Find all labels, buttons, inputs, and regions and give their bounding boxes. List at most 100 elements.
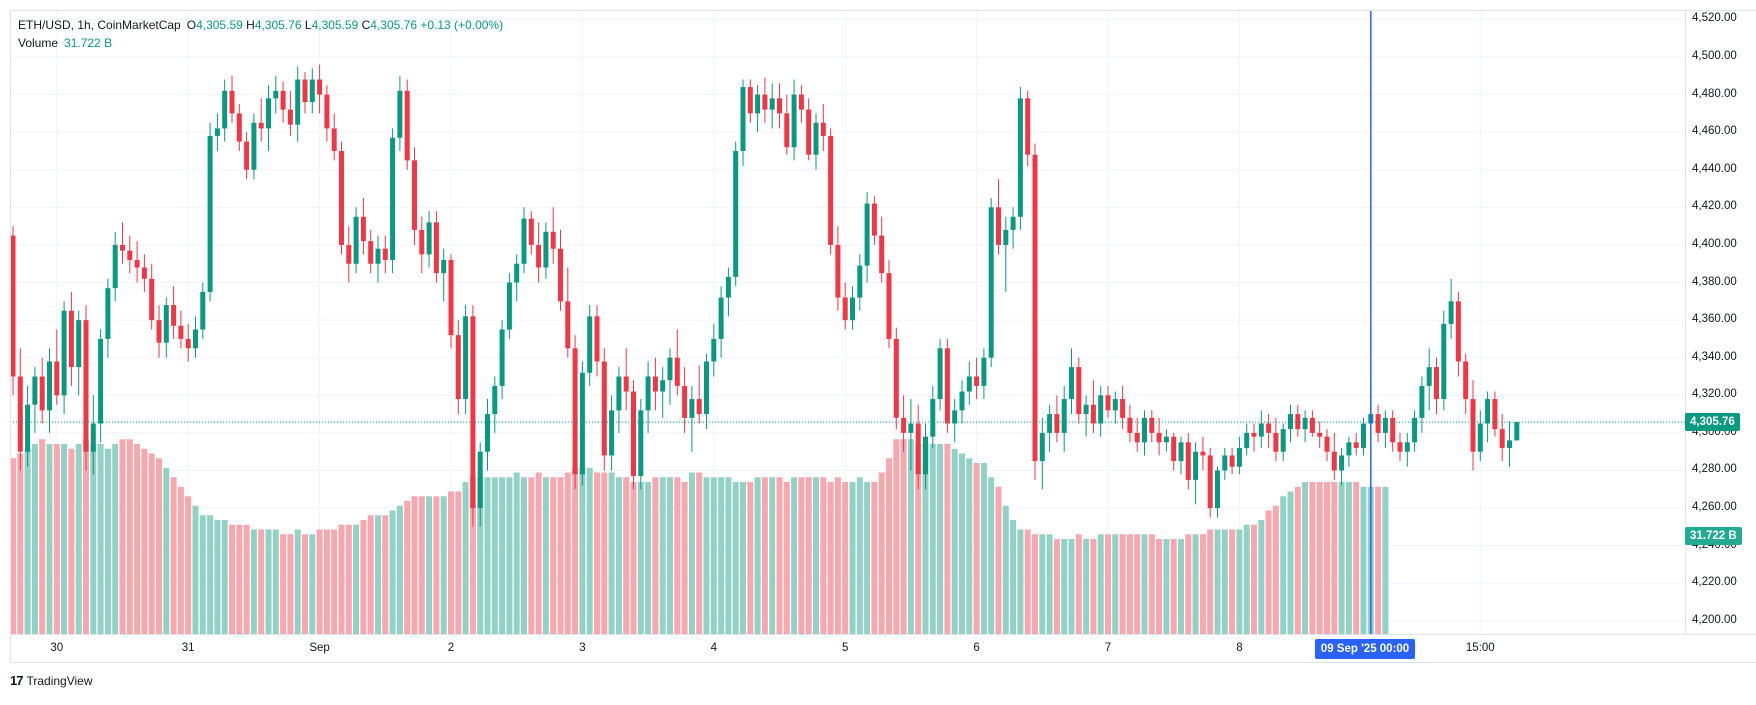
candle[interactable] <box>609 395 615 471</box>
candle[interactable] <box>1098 385 1104 437</box>
candle[interactable] <box>1047 404 1053 452</box>
candle[interactable] <box>893 327 899 430</box>
candle[interactable] <box>1309 410 1315 437</box>
candle[interactable] <box>601 348 607 471</box>
candle[interactable] <box>674 329 680 396</box>
candle[interactable] <box>375 235 381 283</box>
candle[interactable] <box>229 75 235 123</box>
candle[interactable] <box>25 385 31 467</box>
candle[interactable] <box>1288 404 1293 443</box>
candle[interactable] <box>1163 429 1169 452</box>
candle[interactable] <box>974 357 980 400</box>
candle[interactable] <box>17 348 23 471</box>
candle[interactable] <box>1156 417 1162 456</box>
candle[interactable] <box>280 81 286 123</box>
candle[interactable] <box>842 282 848 330</box>
candle[interactable] <box>266 85 271 151</box>
candle[interactable] <box>1441 310 1447 411</box>
candle[interactable] <box>171 286 177 339</box>
candle[interactable] <box>923 423 928 490</box>
candle[interactable] <box>565 267 571 358</box>
candle[interactable] <box>1455 291 1461 377</box>
candle[interactable] <box>309 68 315 114</box>
candle[interactable] <box>1215 466 1220 518</box>
candle[interactable] <box>711 323 717 377</box>
candle[interactable] <box>1273 417 1279 462</box>
candle[interactable] <box>572 335 578 490</box>
candle[interactable] <box>1346 436 1352 467</box>
candle[interactable] <box>1134 417 1140 452</box>
candle[interactable] <box>1419 376 1425 433</box>
candle[interactable] <box>1317 421 1323 448</box>
candle[interactable] <box>1499 414 1505 462</box>
candle[interactable] <box>368 229 374 274</box>
candle[interactable] <box>1010 207 1016 249</box>
candle[interactable] <box>149 263 155 330</box>
candle[interactable] <box>1120 385 1126 430</box>
candle[interactable] <box>528 211 534 255</box>
candle[interactable] <box>747 79 753 123</box>
candle[interactable] <box>1083 395 1089 437</box>
candle[interactable] <box>1382 410 1388 448</box>
candle[interactable] <box>864 192 870 283</box>
candle[interactable] <box>39 357 45 424</box>
candle[interactable] <box>1339 447 1345 486</box>
candle[interactable] <box>499 320 505 400</box>
candle[interactable] <box>302 72 308 114</box>
candle[interactable] <box>382 235 388 274</box>
candle[interactable] <box>579 361 585 486</box>
candle[interactable] <box>966 361 972 405</box>
candle[interactable] <box>127 235 133 274</box>
candle[interactable] <box>558 229 563 311</box>
candle[interactable] <box>1426 348 1432 411</box>
candle[interactable] <box>492 376 498 433</box>
candle[interactable] <box>1105 385 1111 418</box>
candle[interactable] <box>660 367 666 418</box>
candle[interactable] <box>879 216 885 283</box>
candle[interactable] <box>828 128 834 255</box>
candle[interactable] <box>1507 421 1512 467</box>
candle[interactable] <box>1324 429 1330 462</box>
candle[interactable] <box>1361 417 1366 456</box>
candle[interactable] <box>791 79 797 161</box>
candle[interactable] <box>1412 410 1418 452</box>
candle[interactable] <box>784 94 790 155</box>
candle[interactable] <box>331 113 337 161</box>
candle[interactable] <box>419 216 425 274</box>
symbol-title[interactable]: ETH/USD, 1h, CoinMarketCap <box>18 18 181 32</box>
candle[interactable] <box>901 395 907 452</box>
candle[interactable] <box>1258 410 1264 448</box>
candle[interactable] <box>397 75 403 151</box>
candle[interactable] <box>1375 404 1381 443</box>
candle[interactable] <box>200 282 206 339</box>
candle[interactable] <box>696 365 702 424</box>
candle[interactable] <box>1171 432 1177 471</box>
candle[interactable] <box>1127 404 1133 443</box>
candle[interactable] <box>1185 432 1191 490</box>
candle[interactable] <box>514 254 520 302</box>
candle[interactable] <box>485 399 490 471</box>
candle[interactable] <box>1039 417 1045 490</box>
candle[interactable] <box>477 442 483 527</box>
candle[interactable] <box>1193 442 1199 505</box>
candle[interactable] <box>1251 423 1257 452</box>
candle[interactable] <box>287 90 293 136</box>
candle[interactable] <box>185 323 191 362</box>
candle[interactable] <box>506 273 512 339</box>
candle[interactable] <box>1236 436 1242 475</box>
candle[interactable] <box>988 197 994 368</box>
candle[interactable] <box>1404 432 1410 467</box>
candle[interactable] <box>412 147 417 245</box>
candle[interactable] <box>682 367 688 433</box>
candle[interactable] <box>930 385 936 448</box>
candle[interactable] <box>295 66 301 142</box>
candle[interactable] <box>1463 353 1469 415</box>
candle[interactable] <box>543 222 549 279</box>
candle[interactable] <box>236 103 242 151</box>
candle[interactable] <box>1302 410 1308 443</box>
candle[interactable] <box>353 207 359 274</box>
candle[interactable] <box>244 132 250 180</box>
candle[interactable] <box>1222 447 1228 480</box>
